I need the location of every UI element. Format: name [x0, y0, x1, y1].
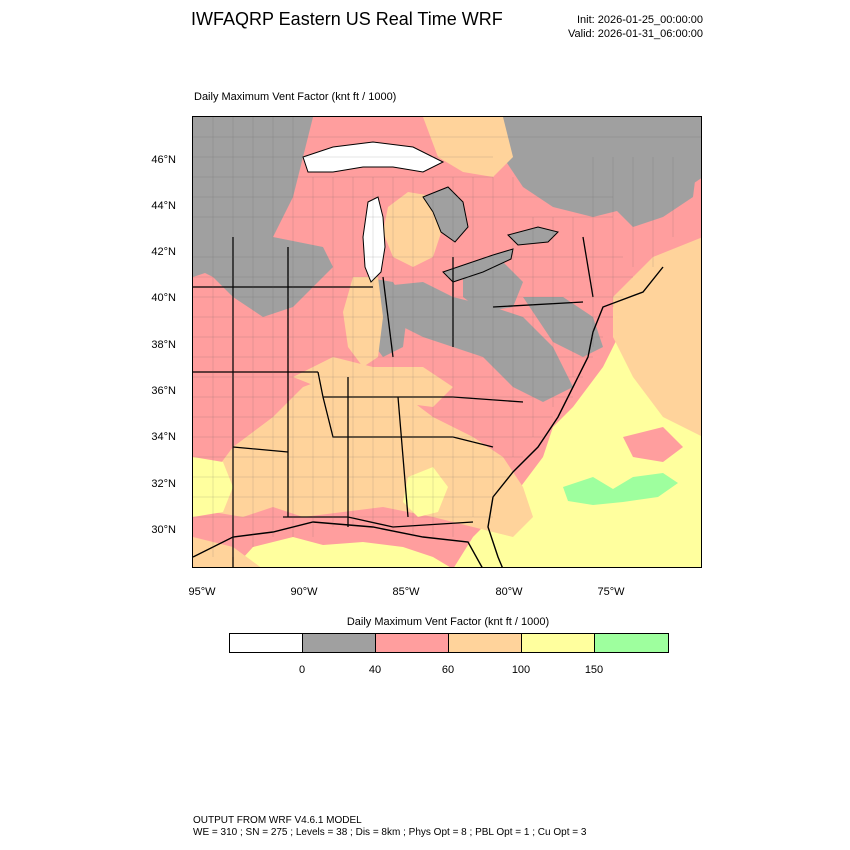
- lon-label: 80°W: [495, 586, 523, 598]
- lat-label: 42°N: [151, 246, 176, 258]
- vent-factor-map: [193, 117, 701, 567]
- lat-label: 32°N: [151, 478, 176, 490]
- lat-label: 34°N: [151, 431, 176, 443]
- init-time: Init: 2026-01-25_00:00:00: [577, 14, 703, 26]
- lon-label: 85°W: [392, 586, 420, 598]
- field-0-40-northeast: [613, 147, 698, 227]
- field-100-150-georgia: [403, 467, 448, 517]
- lon-label: 75°W: [597, 586, 625, 598]
- colorbar-box-100-150: [522, 634, 595, 652]
- colorbar-box-60-100: [449, 634, 522, 652]
- field-gt150-ocean: [563, 473, 678, 505]
- map-panel: [192, 116, 702, 568]
- field-0-40-upper-midwest: [193, 227, 333, 317]
- plot-title: IWFAQRP Eastern US Real Time WRF: [191, 9, 503, 29]
- lake-huron: [422, 186, 469, 243]
- atlantic-coastline: [487, 266, 664, 567]
- lat-label: 40°N: [151, 292, 176, 304]
- lat-label: 30°N: [151, 524, 176, 536]
- field-40-60-ocean-patch: [623, 427, 683, 462]
- colorbar-tick: 150: [584, 664, 604, 676]
- field-60-100-southeast: [203, 372, 533, 537]
- field-60-100-ocean-east: [613, 237, 701, 436]
- colorbar-tick: 0: [298, 664, 306, 676]
- map-subtitle: Daily Maximum Vent Factor (knt ft / 1000…: [194, 91, 397, 103]
- colorbar-box-lt0: [230, 634, 303, 652]
- colorbar-title: Daily Maximum Vent Factor (knt ft / 1000…: [346, 616, 550, 628]
- lat-label: 46°N: [151, 154, 176, 166]
- gulf-coastline: [193, 521, 483, 567]
- county-grid: [193, 117, 701, 557]
- field-60-100-canada: [423, 117, 513, 177]
- colorbar-box-40-60: [376, 634, 449, 652]
- lat-label: 44°N: [151, 200, 176, 212]
- lat-label: 36°N: [151, 385, 176, 397]
- lat-label: 38°N: [151, 339, 176, 351]
- field-0-40-appalachia: [523, 297, 603, 357]
- colorbar-box-gt150: [595, 634, 668, 652]
- lon-label: 90°W: [290, 586, 318, 598]
- field-60-100-gulf-west: [193, 537, 261, 567]
- colorbar: [229, 633, 669, 653]
- model-info-line2: WE = 310 ; SN = 275 ; Levels = 38 ; Dis …: [193, 827, 587, 838]
- lake-michigan: [362, 196, 386, 283]
- valid-time: Valid: 2026-01-31_06:00:00: [568, 28, 703, 40]
- model-info-line1: OUTPUT FROM WRF V4.6.1 MODEL: [193, 815, 362, 826]
- lon-label: 95°W: [188, 586, 216, 598]
- colorbar-box-0-40: [303, 634, 376, 652]
- colorbar-tick: 40: [368, 664, 382, 676]
- colorbar-tick: 60: [441, 664, 455, 676]
- field-100-150-gulf: [234, 537, 450, 567]
- colorbar-tick: 100: [511, 664, 531, 676]
